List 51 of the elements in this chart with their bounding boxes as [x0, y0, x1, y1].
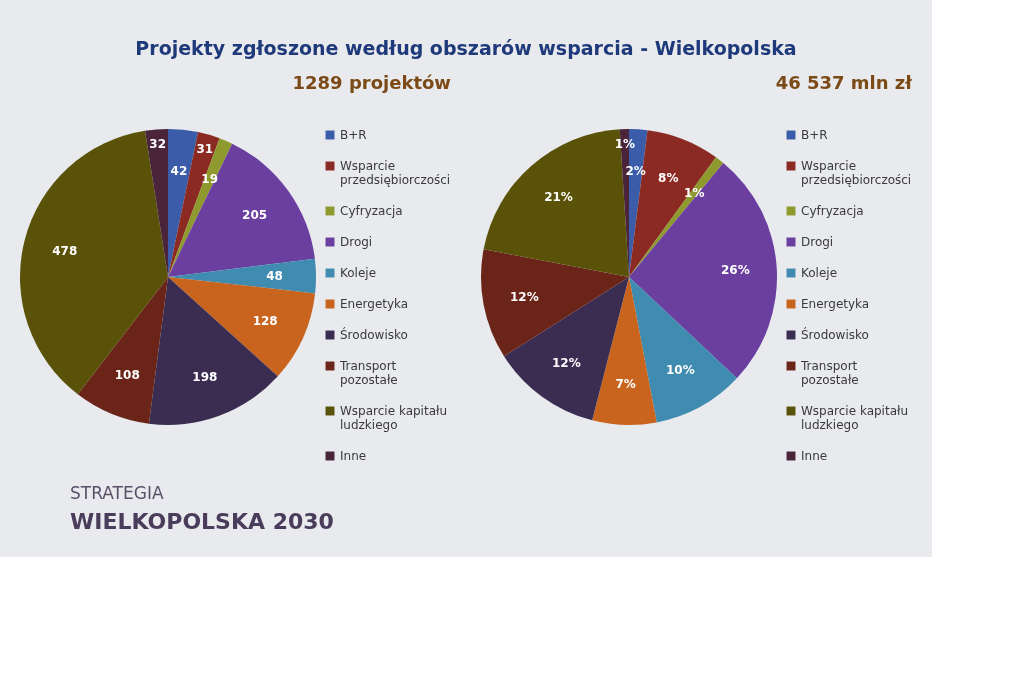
legend-label: Drogi	[340, 235, 373, 249]
data-label: 128	[252, 313, 278, 328]
legend-label: Cyfryzacja	[340, 204, 403, 218]
text: STRATEGIA	[70, 483, 164, 503]
pie-slice	[168, 138, 233, 277]
legend-label: Energetyka	[801, 297, 870, 311]
chart-title: 46 537 mln zł	[775, 72, 914, 93]
data-label: 12%	[509, 289, 539, 304]
legend-label: Wsparcie kapitału ludzkiego	[801, 404, 909, 432]
legend-label: Inne	[340, 449, 367, 463]
data-label: 198	[192, 369, 218, 384]
legend-label: B+R	[340, 128, 367, 142]
chart-title: 1289 projektów	[292, 72, 451, 93]
data-label: 42	[170, 164, 188, 178]
legend-label: Wsparcie przedsiębiorczości	[801, 159, 912, 187]
pie-slice	[168, 129, 199, 277]
data-label: 19	[201, 171, 219, 186]
data-label: 108	[114, 368, 140, 383]
text: Projekty zgłoszone według obszarów wsparcia - Wielkopolska	[135, 37, 797, 59]
data-label: 48	[266, 269, 283, 284]
data-label: 26%	[720, 263, 750, 278]
legend-label: Wsparcie kapitału ludzkiego	[340, 404, 448, 432]
text: WIELKOPOLSKA 2030	[70, 509, 334, 534]
legend-label: Drogi	[801, 235, 834, 249]
data-label: 32	[149, 137, 166, 152]
data-label: 8%	[658, 170, 679, 185]
pie-slice	[592, 277, 657, 425]
data-label: 21%	[544, 190, 573, 205]
data-label: 10%	[665, 363, 695, 378]
legend-label: Środowisko	[340, 327, 408, 342]
data-label: 12%	[552, 356, 581, 371]
legend-label: Wsparcie przedsiębiorczości	[340, 159, 451, 187]
pie-slice	[20, 130, 168, 395]
data-label: 205	[242, 207, 268, 222]
legend-label: Cyfryzacja	[801, 204, 864, 218]
legend-label: Transport pozostałe	[800, 359, 859, 387]
data-label: 31	[196, 142, 214, 156]
pie-slice	[168, 132, 220, 277]
legend-label: Inne	[801, 449, 828, 463]
data-label: 7%	[615, 376, 636, 391]
legend-label: Koleje	[340, 266, 377, 280]
legend-label: Energetyka	[340, 297, 409, 311]
legend-label: B+R	[801, 128, 828, 142]
legend-label: Środowisko	[801, 327, 869, 342]
pie-slice	[145, 129, 168, 277]
pie-slice	[77, 277, 168, 424]
data-label: 478	[52, 243, 78, 258]
legend-label: Koleje	[801, 266, 838, 280]
legend-label: Transport pozostałe	[339, 359, 398, 387]
data-label: 1%	[684, 185, 705, 200]
pie-slice	[481, 249, 629, 357]
